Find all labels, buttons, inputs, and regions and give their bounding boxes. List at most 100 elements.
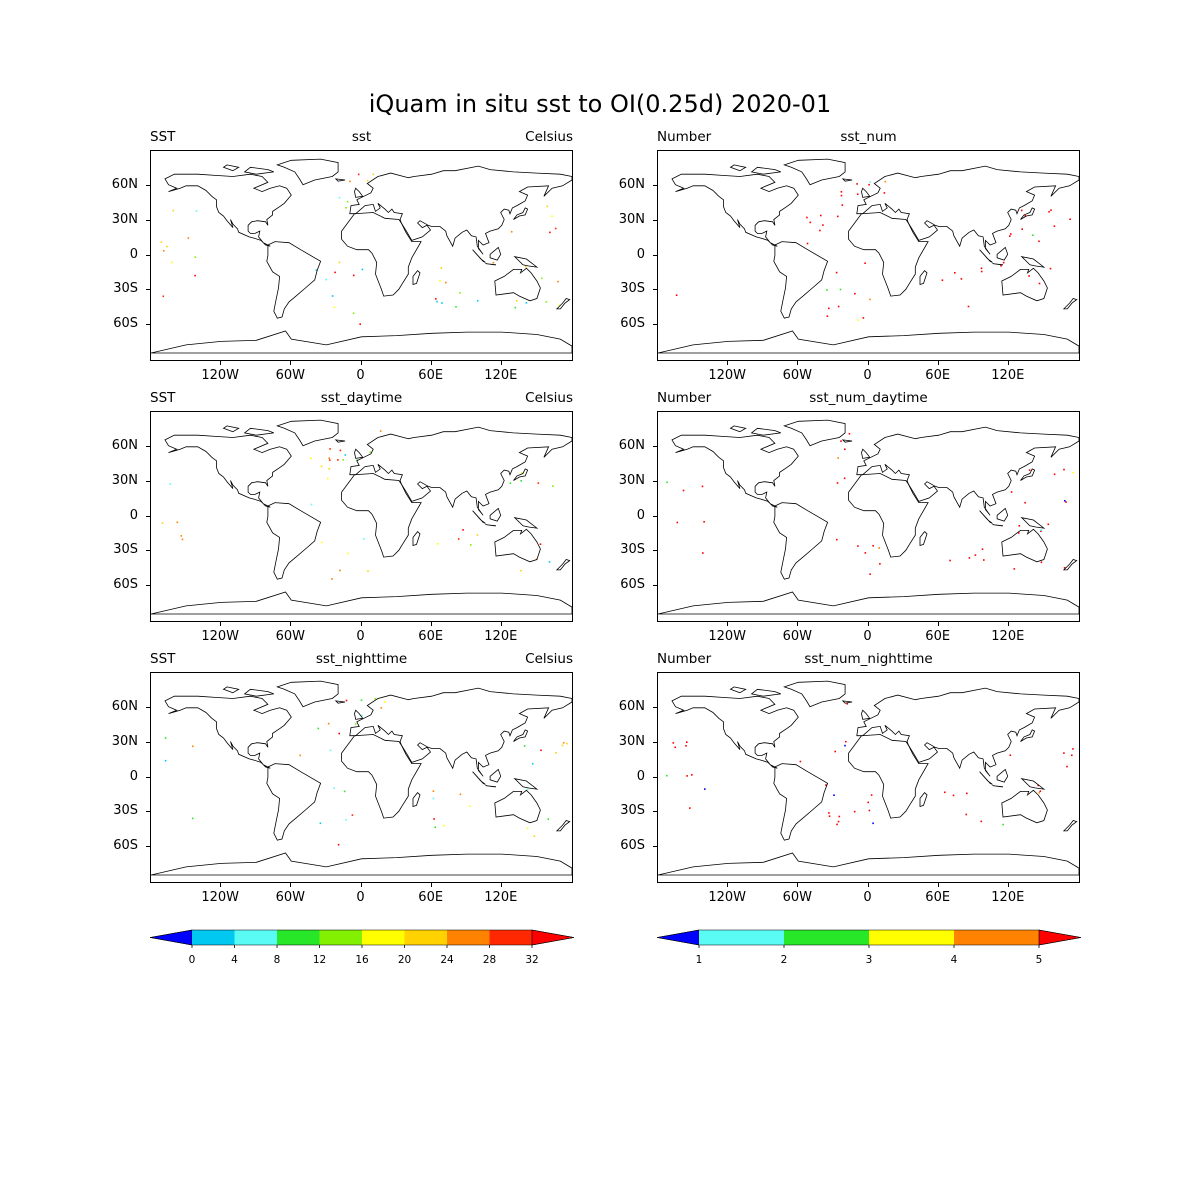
observation-cell xyxy=(857,319,859,321)
observation-cell xyxy=(166,245,168,248)
coastline xyxy=(412,270,421,286)
observation-cell xyxy=(856,193,859,195)
coastline xyxy=(513,778,539,790)
coastline xyxy=(773,763,829,841)
coastline xyxy=(996,507,1009,522)
observation-cell xyxy=(837,820,840,823)
panel-variable-title: sst xyxy=(351,129,372,145)
observation-cell xyxy=(1009,235,1011,237)
observation-cell xyxy=(533,835,536,837)
coastline xyxy=(773,241,829,319)
world-map xyxy=(658,680,1079,876)
observation-cell xyxy=(837,215,839,218)
coastline xyxy=(334,439,346,443)
colorbar-tick-label: 8 xyxy=(273,954,281,966)
observation-cell xyxy=(672,742,675,744)
observation-cell xyxy=(862,317,865,319)
observation-cell xyxy=(869,298,871,301)
observation-cell xyxy=(432,797,435,800)
colorbar-tick-label: 32 xyxy=(525,954,539,966)
observation-cell xyxy=(436,300,438,303)
map-panel: Number sst_num 60N 30N 0 30S 60S 120W 60W 0 60E 12… xyxy=(619,129,1080,383)
coastline xyxy=(266,502,322,580)
observation-cell xyxy=(1040,561,1043,564)
coastline xyxy=(164,434,292,508)
observation-cell xyxy=(195,210,198,212)
observation-cell xyxy=(704,788,706,790)
lat-tick-label: 30S xyxy=(98,803,150,818)
observation-cell xyxy=(1066,765,1068,768)
panel-units-label: Celsius xyxy=(525,390,573,406)
observation-cell xyxy=(960,278,963,280)
colorbar-segment xyxy=(234,930,278,945)
observation-cell xyxy=(443,824,445,827)
observation-cell xyxy=(1002,261,1005,264)
observation-cell xyxy=(1010,233,1012,235)
coastline xyxy=(412,531,421,547)
observation-cell xyxy=(525,302,528,304)
coastline xyxy=(992,524,1004,527)
observation-cell xyxy=(1072,748,1074,750)
observation-cell xyxy=(820,214,822,217)
observation-cell xyxy=(840,191,843,193)
observation-cell xyxy=(701,485,704,488)
observation-cell xyxy=(432,790,435,792)
observation-cell xyxy=(666,774,668,777)
lon-tick-label: 60W xyxy=(260,622,320,644)
observation-cell xyxy=(171,261,173,264)
lat-tick-label: 0 xyxy=(98,508,150,523)
map-frame xyxy=(657,411,1080,622)
coastline xyxy=(341,212,422,297)
coastline xyxy=(979,771,993,785)
observation-cell xyxy=(1038,240,1040,243)
observation-cell xyxy=(954,272,956,274)
observation-cell xyxy=(1002,823,1004,826)
coastline xyxy=(276,158,339,186)
observation-cell xyxy=(1049,267,1052,270)
coastline xyxy=(848,734,929,819)
coastline xyxy=(341,734,422,819)
observation-cell xyxy=(345,818,347,821)
coastline xyxy=(276,419,339,447)
observation-cell xyxy=(374,697,376,700)
coastline xyxy=(222,686,240,694)
lon-tick-label: 0 xyxy=(838,883,898,905)
colorbar-under-arrow xyxy=(657,929,700,946)
observation-cell xyxy=(554,227,557,230)
coastline xyxy=(1020,256,1046,268)
observation-cell xyxy=(1063,567,1066,569)
observation-cell xyxy=(328,468,331,470)
observation-cell xyxy=(854,292,856,295)
observation-cell xyxy=(691,774,693,776)
coastline xyxy=(472,510,486,524)
lat-tick-label: 0 xyxy=(605,247,657,262)
observation-cell xyxy=(520,480,522,482)
observation-cell xyxy=(434,826,436,829)
coastline xyxy=(783,158,846,186)
lat-tick-label: 30S xyxy=(605,803,657,818)
lat-tick-label: 60N xyxy=(605,438,657,453)
observation-cell xyxy=(549,231,551,234)
observation-cell xyxy=(674,746,676,749)
observation-cell xyxy=(194,274,196,277)
coastline xyxy=(243,166,274,175)
observation-cell xyxy=(1047,523,1050,526)
observation-cell xyxy=(836,482,839,484)
colorbar-tick-label: 2 xyxy=(780,954,788,966)
coastline xyxy=(729,686,747,694)
observation-cell xyxy=(666,481,668,484)
coastline xyxy=(222,425,240,433)
observation-cell xyxy=(856,183,858,185)
lat-tick-label: 30S xyxy=(605,542,657,557)
world-map xyxy=(151,419,572,615)
observation-cell xyxy=(540,749,542,752)
observation-cell xyxy=(469,805,471,807)
map-frame xyxy=(150,150,573,361)
lat-tick-label: 30S xyxy=(98,542,150,557)
observation-cell xyxy=(540,277,543,280)
observation-cell xyxy=(966,792,968,795)
coastline xyxy=(1020,517,1046,529)
coastline xyxy=(513,517,539,529)
observation-cell xyxy=(537,482,540,484)
lon-tick-label: 120W xyxy=(190,361,250,383)
